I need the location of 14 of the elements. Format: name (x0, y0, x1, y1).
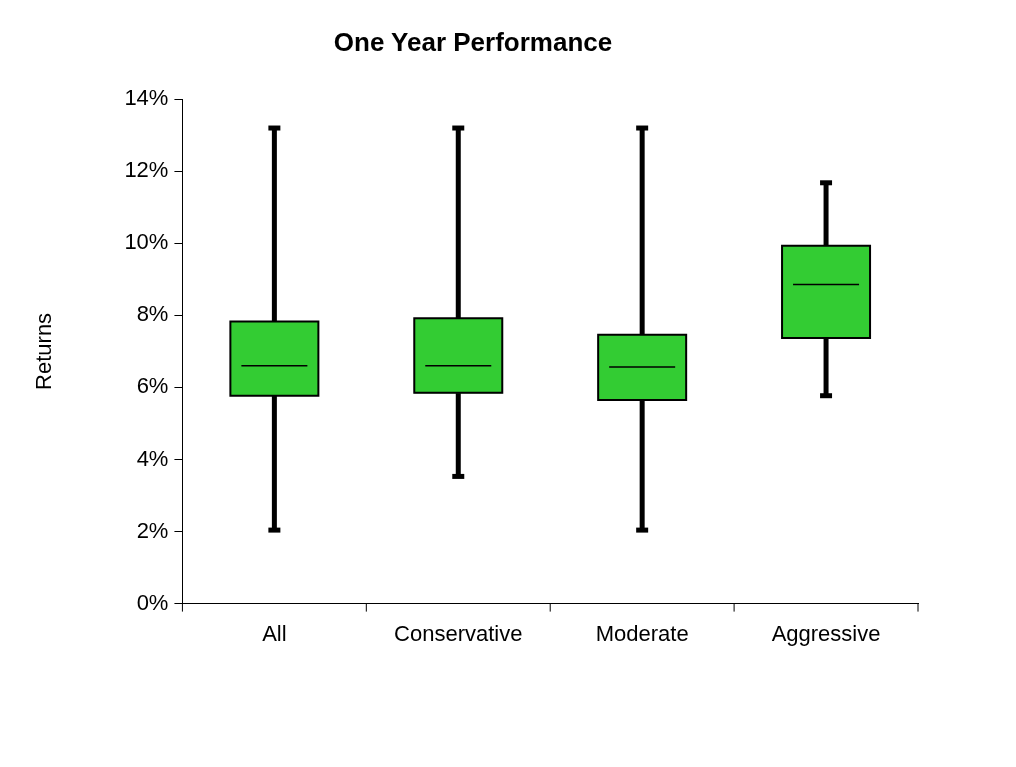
y-tick-label: 14% (124, 85, 169, 111)
y-axis-title: Returns (31, 312, 57, 390)
x-tick-label: Conservative (394, 620, 523, 646)
x-tick-label: Moderate (595, 620, 689, 646)
y-tick-label: 2% (136, 517, 169, 543)
x-tick-label: Aggressive (771, 620, 881, 646)
y-tick-label: 8% (136, 301, 169, 327)
y-tick-label: 6% (136, 373, 169, 399)
y-tick-label: 12% (124, 157, 169, 183)
y-tick-label: 4% (136, 445, 169, 471)
x-tick-label: All (262, 620, 287, 646)
chart-title: One Year Performance (333, 26, 613, 57)
y-tick-label: 0% (136, 589, 169, 615)
y-tick-label: 10% (124, 229, 169, 255)
